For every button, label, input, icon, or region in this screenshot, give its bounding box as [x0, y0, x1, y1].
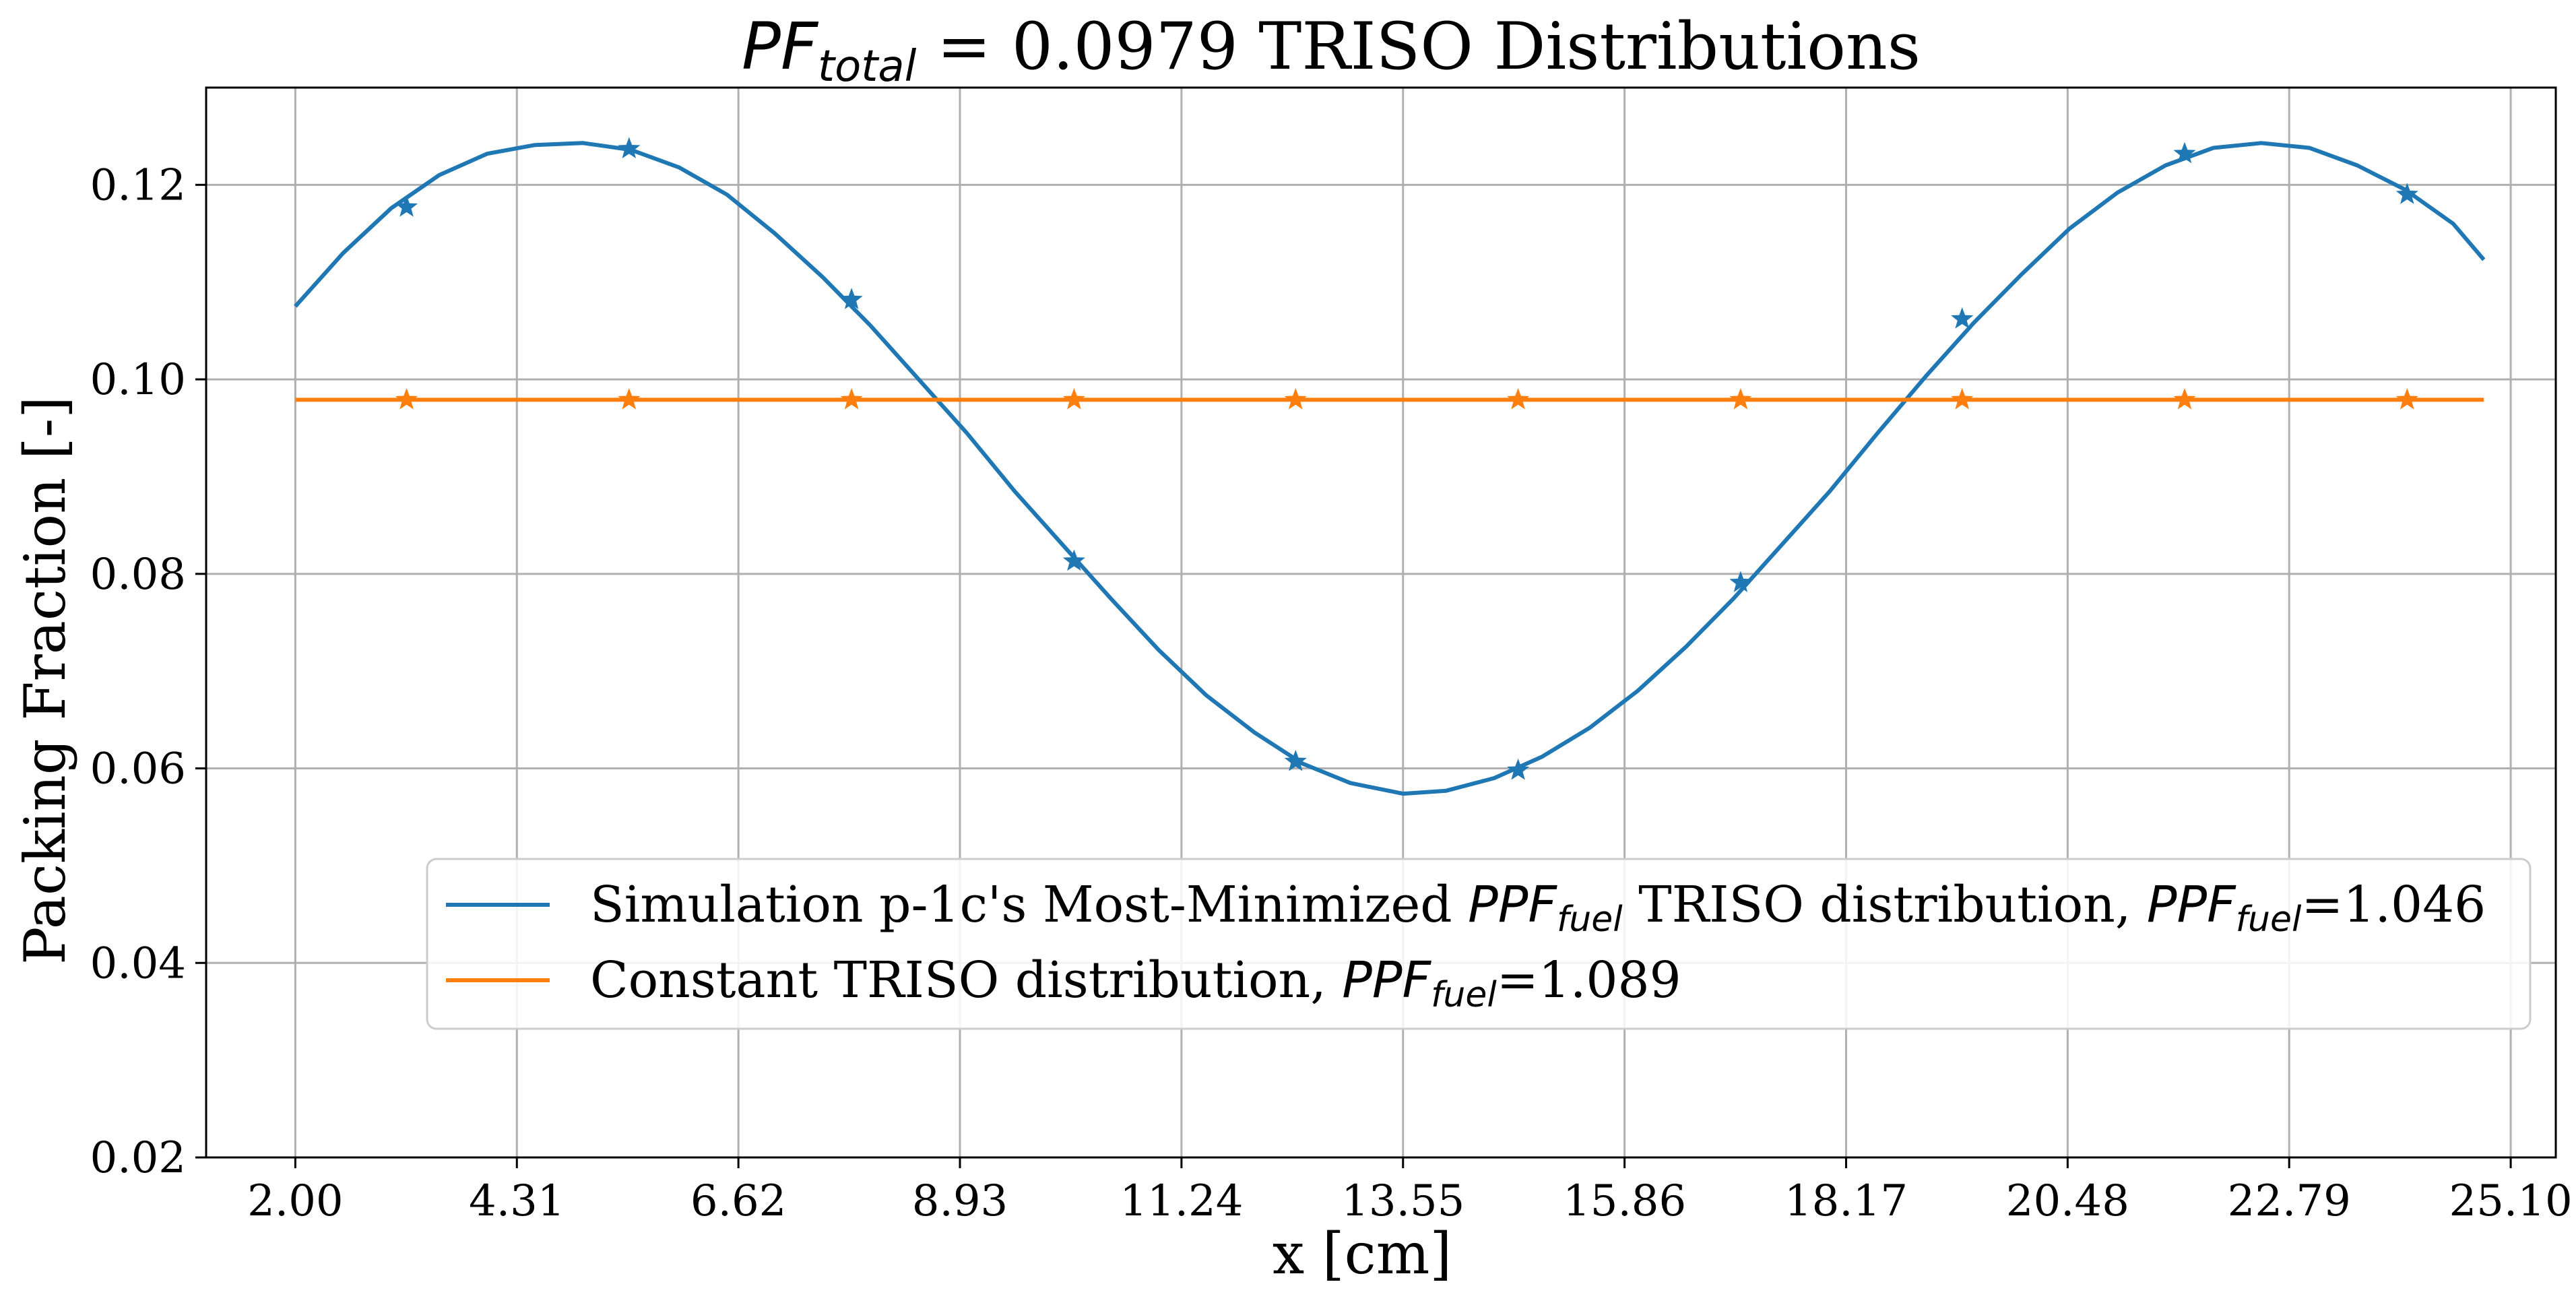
ticks: 2.00 4.31 6.62 8.93 11.24 13.55 15.86 18.17 20.4…	[90, 160, 2573, 1226]
series-2-marker	[618, 387, 641, 410]
series-1-marker	[2173, 141, 2196, 164]
series-2-marker	[2173, 387, 2196, 410]
y-tick-label: 0.04	[90, 938, 187, 988]
legend-1-value: =1.046	[2301, 876, 2486, 934]
legend-entry-series-2: Constant TRISO distribution, PPFfuel=1.0…	[590, 951, 1681, 1015]
plot-frame	[205, 86, 2557, 1159]
series-1-marker	[840, 288, 863, 309]
series-1-marker	[1507, 758, 1530, 780]
series-2-marker	[395, 387, 418, 410]
legend-1-subscript-a: fuel	[1557, 899, 1623, 940]
y-tick-label: 0.08	[90, 550, 187, 600]
y-tick-label: 0.02	[90, 1133, 187, 1183]
y-tick-label: 0.10	[90, 355, 187, 405]
legend-2-subscript: fuel	[1431, 975, 1497, 1015]
x-tick-label: 15.86	[1563, 1176, 1686, 1226]
legend: Simulation p-1c's Most-Minimized PPFfuel…	[426, 858, 2532, 1030]
series-1-marker	[1951, 307, 1974, 329]
y-tick-label: 0.12	[90, 160, 187, 210]
title-suffix: = 0.0979 TRISO Distributions	[916, 9, 1921, 84]
x-tick-label: 8.93	[912, 1176, 1008, 1226]
series-1-marker	[618, 137, 641, 159]
y-axis-label: Packing Fraction [-]	[12, 396, 78, 965]
series-2-marker	[1951, 387, 1974, 410]
legend-2-value: =1.089	[1497, 951, 1681, 1009]
legend-box	[426, 858, 2532, 1030]
x-tick-label: 4.31	[469, 1176, 565, 1226]
x-tick-label: 13.55	[1341, 1176, 1464, 1226]
legend-2-text-a: Constant TRISO distribution,	[590, 951, 1342, 1009]
series-2-marker	[1729, 387, 1752, 410]
series-1-line	[294, 141, 2486, 796]
y-tick-label: 0.06	[90, 744, 187, 794]
legend-1-symbol-a: PPF	[1468, 876, 1557, 934]
x-tick-label: 22.79	[2228, 1176, 2351, 1226]
legend-1-symbol-b: PPF	[2147, 876, 2236, 934]
series-1-marker	[1062, 549, 1085, 571]
series-2-marker	[840, 387, 863, 410]
series-layer	[294, 137, 2486, 796]
x-tick-label: 20.48	[2006, 1176, 2129, 1226]
series-1-marker	[1729, 571, 1752, 592]
x-tick-label: 2.00	[247, 1176, 344, 1226]
title-symbol: PF	[742, 9, 819, 84]
legend-entry-series-1: Simulation p-1c's Most-Minimized PPFfuel…	[590, 876, 2486, 940]
x-tick-label: 6.62	[690, 1176, 787, 1226]
legend-1-subscript-b: fuel	[2236, 899, 2302, 940]
legend-2-symbol: PPF	[1342, 951, 1431, 1009]
series-2-marker	[1507, 387, 1530, 410]
legend-1-text-b: TRISO distribution,	[1623, 876, 2147, 934]
series-1-marker	[1284, 749, 1307, 771]
x-axis-label: x [cm]	[1273, 1221, 1452, 1287]
chart-title: PFtotal = 0.0979 TRISO Distributions	[742, 9, 1921, 92]
x-tick-label: 25.10	[2449, 1176, 2572, 1226]
legend-1-text-a: Simulation p-1c's Most-Minimized	[590, 876, 1468, 934]
series-2-marker	[1284, 387, 1307, 410]
series-1-marker	[395, 195, 418, 217]
series-2-marker	[1062, 387, 1085, 410]
series-1-marker	[2395, 183, 2418, 204]
series-2-marker	[2395, 387, 2418, 410]
x-tick-label: 11.24	[1120, 1176, 1243, 1226]
x-tick-label: 18.17	[1784, 1176, 1908, 1226]
title-subscript: total	[818, 42, 917, 92]
